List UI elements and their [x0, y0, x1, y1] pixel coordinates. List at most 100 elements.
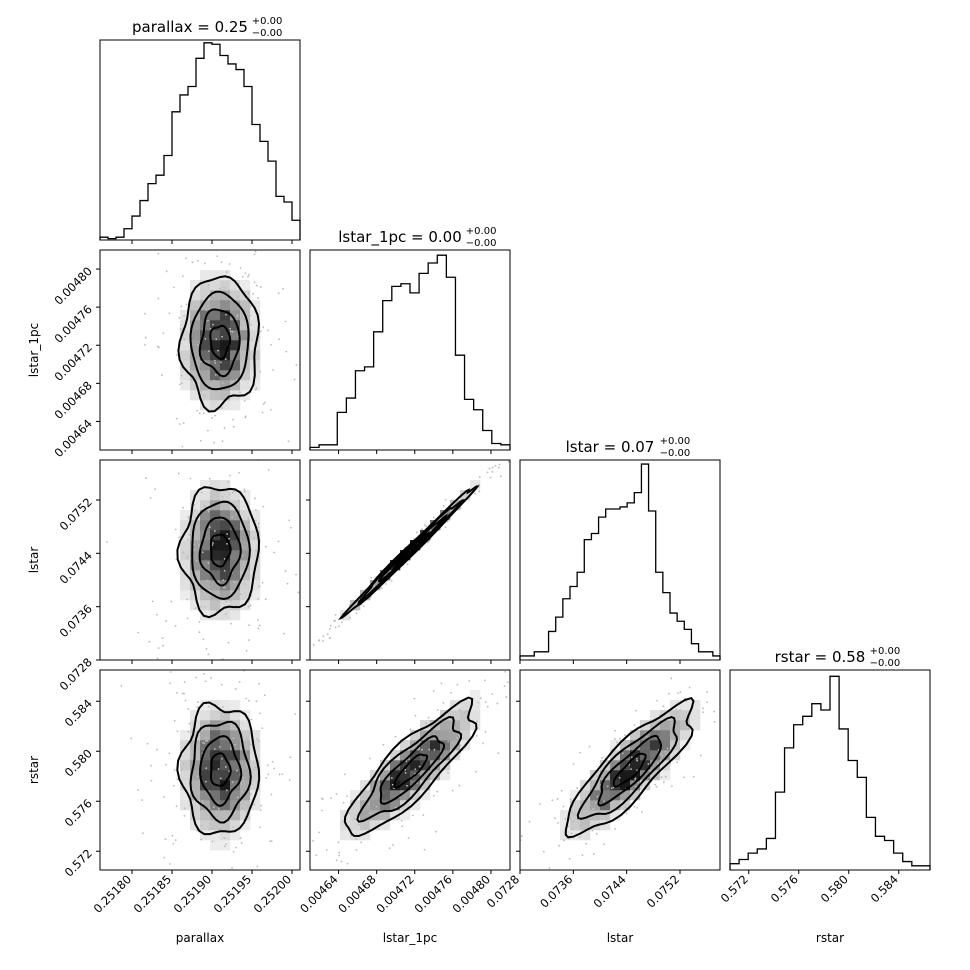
sample-point: [250, 718, 253, 721]
density-cell: [220, 790, 231, 801]
sample-point: [496, 702, 499, 705]
density-cell: [250, 570, 261, 581]
sample-point: [421, 748, 423, 751]
contour-2sigma: [176, 486, 261, 619]
sample-point: [223, 427, 226, 429]
sample-point: [257, 740, 260, 742]
density-cell: [220, 520, 231, 531]
x-tick-label-rstar: 0.580: [818, 872, 851, 905]
density-cell: [230, 380, 241, 391]
density-cell: [400, 750, 411, 761]
sample-point: [243, 583, 246, 585]
sample-point: [369, 757, 371, 760]
density-cell: [240, 560, 251, 571]
sample-point: [634, 778, 637, 781]
sample-point: [253, 497, 256, 500]
sample-point: [259, 330, 262, 333]
density-cell: [390, 770, 401, 781]
sample-point: [245, 649, 248, 652]
sample-point: [660, 753, 662, 755]
density-cell: [200, 300, 211, 311]
sample-point: [220, 828, 223, 831]
sample-point: [592, 853, 595, 855]
sample-point: [355, 608, 358, 611]
density-cell: [620, 750, 631, 761]
hist-frame-lstar: [519, 459, 721, 661]
density-cell: [250, 530, 261, 541]
density-cell: [640, 760, 651, 771]
sample-point: [163, 795, 165, 798]
density-cell: [180, 730, 191, 741]
density-cell: [210, 580, 221, 591]
sample-point: [475, 734, 478, 737]
sample-point: [458, 708, 461, 711]
sample-point: [264, 233, 266, 235]
sample-point: [594, 801, 597, 804]
density-cell: [210, 520, 221, 531]
sample-point: [185, 303, 188, 306]
density-cell: [470, 480, 481, 491]
sample-point: [160, 374, 163, 377]
density-cell: [400, 760, 411, 771]
sample-point: [635, 757, 638, 760]
sample-point: [312, 830, 314, 832]
sample-point: [736, 655, 738, 657]
density-cell: [580, 830, 591, 841]
density-cell: [220, 760, 231, 771]
sample-point: [432, 690, 435, 692]
sample-point: [184, 699, 187, 702]
sample-point: [203, 672, 205, 675]
density-cell: [240, 590, 251, 601]
density-cell: [230, 490, 241, 501]
x-axis-label-rstar: rstar: [816, 931, 844, 945]
density-cell: [250, 550, 261, 561]
sample-point: [247, 291, 250, 294]
sample-point: [526, 623, 528, 625]
sample-point: [243, 490, 246, 493]
sample-point: [180, 382, 183, 385]
sample-point: [679, 691, 682, 694]
sample-point: [168, 312, 171, 315]
sample-point: [569, 798, 572, 801]
sample-point: [444, 498, 447, 501]
sample-point: [548, 683, 550, 685]
y-axis-label-lstar_1pc: lstar_1pc: [27, 323, 41, 377]
sample-point: [194, 607, 197, 609]
panel-frame: [309, 459, 511, 661]
sample-point: [210, 677, 213, 679]
sample-point: [172, 843, 175, 845]
density-cell: [250, 310, 261, 321]
density-cell: [230, 770, 241, 781]
sample-point: [182, 506, 185, 509]
contour-2sigma: [564, 696, 695, 839]
sample-point: [258, 624, 261, 627]
sample-point: [558, 844, 561, 847]
density-cell: [190, 550, 201, 561]
sample-point: [182, 551, 185, 554]
density-cell: [630, 740, 641, 751]
contour-1.5sigma: [189, 290, 250, 391]
sample-point: [162, 332, 165, 334]
density-cell: [440, 750, 451, 761]
sample-point: [581, 854, 584, 856]
sample-point: [335, 859, 338, 862]
sample-point: [265, 691, 267, 693]
hist-frame-rstar: [729, 669, 931, 871]
density-cell: [180, 520, 191, 531]
sample-point: [267, 773, 270, 776]
sample-point: [435, 830, 438, 833]
density-cell: [240, 760, 251, 771]
sample-point: [154, 488, 156, 490]
density-cell: [380, 790, 391, 801]
sample-point: [142, 832, 144, 835]
density-cell: [240, 280, 251, 291]
density-cell: [190, 310, 201, 321]
density-cell: [440, 730, 451, 741]
density-cell: [200, 780, 211, 791]
sample-point: [146, 742, 149, 745]
sample-point: [576, 787, 578, 789]
sample-point: [168, 752, 171, 755]
sample-point: [282, 208, 284, 210]
sample-point: [194, 509, 196, 512]
sample-point: [269, 408, 272, 411]
